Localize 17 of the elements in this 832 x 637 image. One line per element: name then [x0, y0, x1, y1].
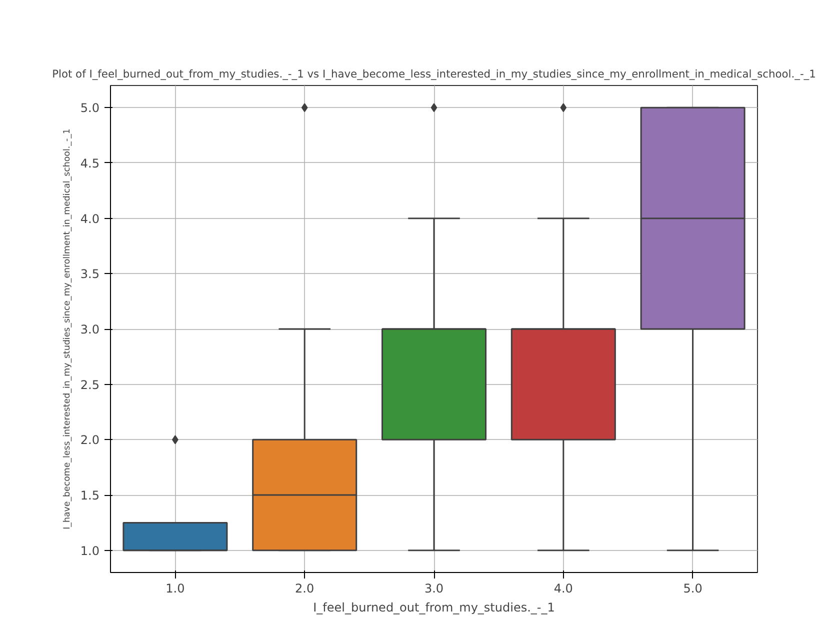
- y-tick-label: 5.0: [80, 101, 100, 116]
- x-tick-label: 1.0: [166, 582, 185, 596]
- y-tick-label: 2.5: [80, 378, 100, 392]
- x-tick-label: 3.0: [424, 582, 444, 596]
- y-tick-label: 1.0: [80, 544, 100, 558]
- y-tick-label: 3.0: [80, 322, 100, 336]
- y-tick-label: 1.5: [80, 488, 100, 503]
- x-axis-title: I_feel_burned_out_from_my_studies._-_1: [313, 600, 555, 614]
- y-axis-title: I_have_become_less_interested_in_my_studies_since_my_enrollment_in_medical_school._-_1: [62, 128, 72, 530]
- x-tick-label: 2.0: [295, 582, 314, 596]
- chart-title: Plot of I_feel_burned_out_from_my_studies._-_1 vs I_have_become_less_interested_in_my_studies_since_my_enrollment_in_medical_school._-_1: [52, 68, 816, 80]
- x-tick-label: 4.0: [554, 582, 573, 596]
- y-tick-label: 3.5: [80, 267, 100, 282]
- y-tick-label: 2.0: [80, 433, 100, 448]
- y-tick-label: 4.0: [80, 212, 100, 226]
- y-tick-label: 4.5: [80, 156, 100, 170]
- x-tick-label: 5.0: [683, 582, 702, 596]
